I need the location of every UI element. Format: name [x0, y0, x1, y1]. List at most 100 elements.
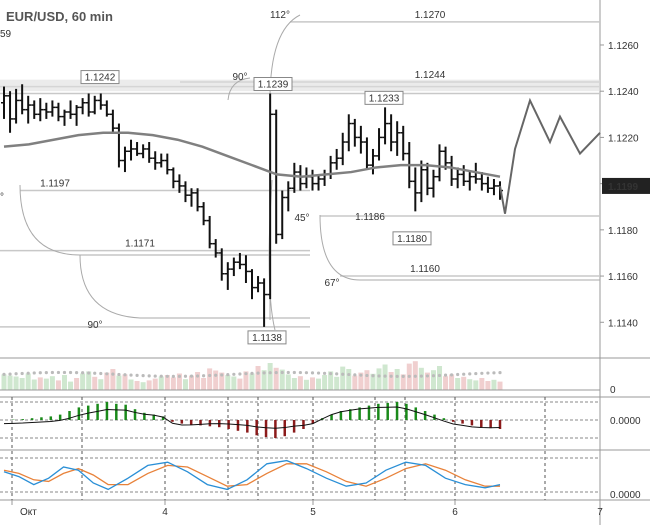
- volume-average-dot: [474, 371, 478, 376]
- ohlc-bar: [430, 169, 437, 198]
- volume-bar: [279, 369, 285, 390]
- volume-average-dot: [177, 374, 182, 378]
- ohlc-bar: [79, 98, 86, 115]
- ohlc-bar: [7, 91, 14, 133]
- level-box: [247, 330, 287, 345]
- volume-bar: [110, 369, 116, 390]
- ohlc-bar: [339, 132, 346, 166]
- volume-average-dot: [26, 371, 30, 375]
- volume-average-dot: [389, 374, 393, 378]
- ohlc-bar: [466, 172, 473, 191]
- cut-degree-label: °: [0, 192, 4, 203]
- volume-average-dot: [232, 372, 236, 376]
- volume-average-dot: [456, 372, 460, 377]
- ohlc-bar: [13, 88, 20, 124]
- level-label: 1.1244: [415, 70, 446, 81]
- volume-average-dot: [50, 370, 54, 375]
- volume-bar: [80, 373, 86, 390]
- ohlc-bar: [273, 109, 280, 244]
- volume-bar: [352, 375, 358, 390]
- volume-average-dot: [437, 373, 442, 378]
- volume-average-dot: [214, 373, 218, 377]
- ohlc-bar: [382, 107, 389, 145]
- volume-bar: [418, 367, 424, 390]
- volume-average-dot: [310, 371, 315, 375]
- volume-bar: [13, 376, 19, 390]
- volume-average-dot: [486, 371, 490, 375]
- y-tick-label: 1.1220: [608, 133, 639, 144]
- volume-average-dot: [68, 370, 73, 375]
- volume-average-dot: [413, 374, 417, 378]
- volume-bar: [104, 372, 110, 390]
- volume-bar: [74, 378, 80, 390]
- volume-bar: [170, 377, 176, 390]
- level-box-label: 1.1138: [252, 333, 282, 344]
- ohlc-bar: [242, 255, 249, 283]
- volume-average-dot: [129, 373, 133, 377]
- volume-average-dot: [8, 372, 12, 376]
- volume-bar: [267, 363, 273, 390]
- y-tick-label: 1.1260: [608, 41, 639, 52]
- volume-bar: [316, 378, 322, 390]
- volume-average-dot: [195, 374, 200, 378]
- volume-bar: [322, 375, 328, 390]
- ohlc-bar: [158, 153, 165, 168]
- last-price-box: [602, 177, 650, 194]
- volume-bar: [461, 376, 467, 390]
- volume-bar: [7, 375, 13, 390]
- angle-label: 90°: [232, 72, 247, 83]
- angle-arc: [319, 214, 600, 281]
- volume-average-dot: [286, 370, 290, 375]
- volume-bar: [370, 373, 376, 390]
- volume-bar: [128, 379, 134, 390]
- volume-average-dot: [74, 371, 79, 375]
- volume-bar: [340, 366, 346, 390]
- ohlc-bar: [363, 137, 370, 170]
- y-tick-label: 1.1140: [608, 318, 638, 329]
- ohlc-bar: [31, 100, 38, 119]
- volume-bar: [309, 377, 315, 390]
- volume-bar: [424, 372, 430, 390]
- volume-bar: [358, 372, 364, 390]
- volume-bar: [255, 366, 261, 390]
- volume-average-dot: [480, 371, 484, 375]
- volume-bar: [98, 379, 104, 390]
- volume-average-dot: [395, 374, 399, 378]
- ohlc-bar: [418, 160, 425, 203]
- ohlc-bar: [351, 118, 358, 147]
- ohlc-bar: [291, 162, 298, 193]
- volume-bar: [467, 379, 473, 390]
- ohlc-bar: [315, 174, 322, 191]
- ohlc-bar: [67, 100, 74, 119]
- ohlc-bar: [261, 278, 268, 327]
- level-box-label: 1.1180: [397, 234, 427, 245]
- volume-average-dot: [419, 374, 423, 378]
- volume-bar: [55, 380, 61, 390]
- volume-average-dot: [20, 371, 24, 376]
- annotations: 1.1270 1.1244 1.1242 1.1239 1.1233 1.1197 1.11…: [40, 10, 446, 345]
- ohlc-bar: [218, 248, 225, 281]
- projection-line: [499, 97, 601, 214]
- level-box-label: 1.1239: [258, 80, 289, 91]
- volume-bar: [249, 373, 255, 390]
- angle-arc: [19, 184, 310, 256]
- ohlc-bar: [1, 86, 7, 119]
- volume-bar: [116, 375, 122, 390]
- volume-bar: [140, 382, 146, 390]
- volume-average-dot: [183, 374, 188, 378]
- volume-average-dot: [159, 374, 163, 378]
- ohlc-bar: [146, 142, 153, 163]
- ohlc-bar: [97, 93, 104, 110]
- ohlc-bar: [224, 262, 231, 290]
- volume-average-dot: [99, 371, 103, 376]
- volume-bar: [297, 376, 303, 390]
- oscillator-blue-line: [3, 459, 501, 491]
- price-axis: 1.12601.12401.12201.12001.11801.11601.11…: [600, 41, 650, 501]
- ohlc-bar: [345, 114, 352, 152]
- volume-bar: [473, 380, 479, 390]
- volume-bar: [497, 381, 503, 390]
- volume-bar: [225, 375, 231, 390]
- volume-bar: [146, 380, 152, 390]
- level-label: 1.1171: [125, 239, 155, 250]
